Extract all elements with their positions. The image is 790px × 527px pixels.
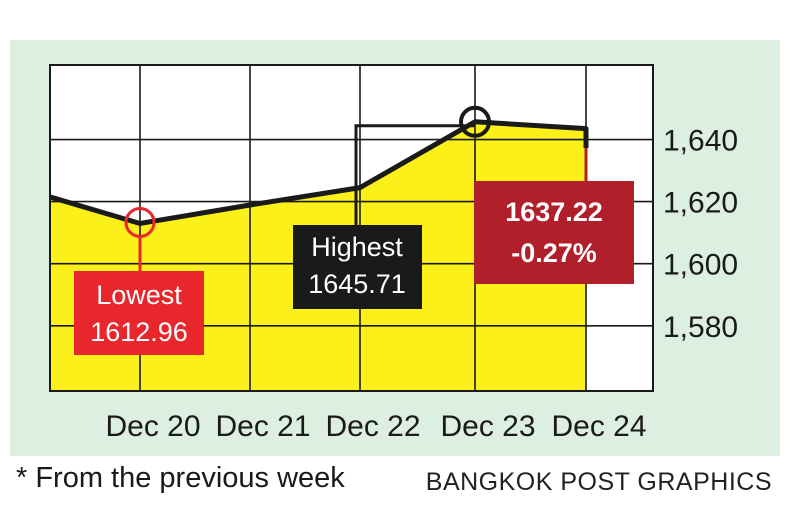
lowest-marker — [124, 206, 156, 238]
chart-panel: 1,580 1,600 1,620 1,640 Dec 20 Dec 21 Dec 22 De… — [10, 40, 780, 456]
y-tick-label-2: 1,600 — [663, 249, 738, 282]
highest-label: Highest — [311, 232, 403, 262]
y-tick-label-4: 1,640 — [663, 125, 738, 158]
footnote: * From the previous week — [16, 462, 345, 494]
lowest-value: 1612.96 — [90, 317, 188, 347]
x-tick-label-4: Dec 23 — [440, 410, 535, 443]
price-chart: 1,580 1,600 1,620 1,640 Dec 20 Dec 21 Dec 22 De… — [49, 64, 738, 443]
credit-line: BANGKOK POST GRAPHICS — [425, 468, 772, 496]
close-callout — [474, 181, 634, 284]
lowest-callout — [74, 271, 204, 355]
y-tick-label-3: 1,620 — [663, 187, 738, 220]
x-tick-label-1: Dec 20 — [105, 410, 200, 443]
y-tick-label-1: 1,580 — [663, 311, 738, 344]
plot-frame — [49, 64, 654, 392]
highest-marker — [459, 105, 491, 138]
highest-value: 1645.71 — [308, 269, 406, 299]
highest-callout — [293, 225, 422, 309]
x-tick-label-2: Dec 21 — [215, 410, 310, 443]
close-change: -0.27% — [511, 238, 597, 268]
x-tick-label-3: Dec 22 — [325, 410, 420, 443]
price-line — [49, 119, 589, 226]
x-tick-label-5: Dec 24 — [551, 410, 646, 443]
close-value: 1637.22 — [505, 197, 603, 227]
lowest-label: Lowest — [96, 280, 182, 310]
